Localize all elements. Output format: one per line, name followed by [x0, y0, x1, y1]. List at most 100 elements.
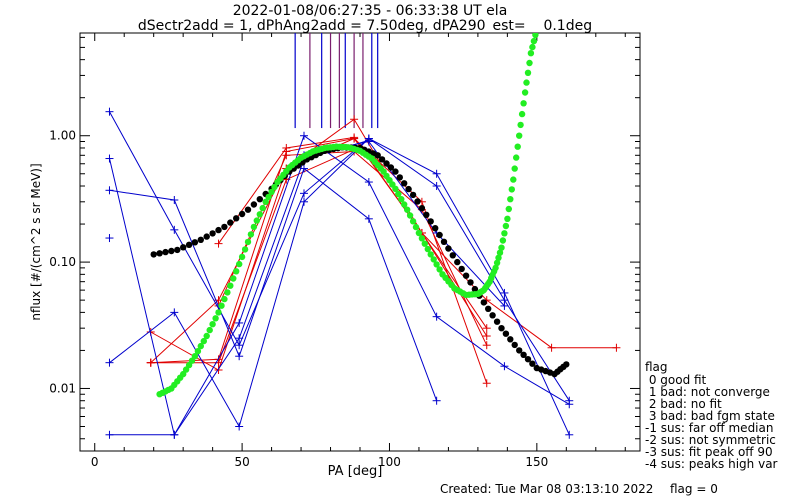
legend-item: -2 sus: not symmetric: [645, 433, 776, 447]
fit-black-point: [440, 238, 448, 245]
fit-black-point: [493, 318, 501, 325]
fit-curves-layer: [150, 33, 570, 398]
fit-black-point: [445, 245, 452, 252]
fit-green-point: [516, 132, 523, 139]
data-point-marker: [170, 308, 179, 317]
fit-black-point: [432, 225, 439, 232]
fit-green-point: [244, 238, 252, 246]
series-line: [303, 140, 505, 307]
fit-black-point: [418, 205, 426, 212]
chart-title-line1: 2022-01-08/06:27:35 - 06:33:38 UT ela: [233, 3, 508, 19]
x-tick-label: 50: [234, 455, 249, 469]
fit-black-point: [502, 330, 510, 337]
data-point-marker: [214, 366, 223, 374]
data-point-marker: [350, 115, 359, 124]
fit-green-point: [253, 217, 260, 224]
fit-green-point: [511, 165, 518, 172]
fit-green-point: [259, 204, 266, 212]
fit-black-point: [209, 230, 216, 237]
fit-black-point: [215, 226, 222, 234]
fit-black-point: [191, 239, 199, 246]
fit-green-point: [206, 326, 213, 334]
fit-black-point: [480, 299, 487, 306]
fit-black-point: [458, 265, 465, 273]
fit-black-point: [409, 191, 417, 199]
fit-green-point: [524, 69, 532, 77]
data-point-marker: [565, 430, 574, 439]
fit-black-point: [256, 196, 263, 203]
fit-black-point: [180, 244, 187, 251]
fit-black-point: [436, 231, 443, 239]
fit-black-point: [427, 218, 434, 225]
fit-green-point: [404, 206, 411, 213]
fit-green-point: [238, 253, 246, 261]
fit-black-point: [498, 325, 505, 332]
fit-black-point: [454, 258, 461, 266]
fit-green-point: [501, 230, 508, 237]
data-point-marker: [235, 352, 244, 361]
fit-green-point: [265, 193, 272, 201]
data-point-marker: [350, 133, 359, 142]
fit-black-point: [392, 168, 399, 175]
data-point-marker: [300, 164, 308, 173]
series-line: [150, 118, 488, 364]
y-axis-label: nflux [#/(cm^2 s sr MeV)]: [29, 163, 43, 320]
fit-black-point: [520, 351, 527, 358]
fit-green-point: [424, 245, 431, 253]
fit-green-point: [508, 186, 515, 193]
fit-green-point: [502, 222, 510, 230]
legend-item: 1 bad: not converge: [645, 385, 770, 399]
data-point-marker: [547, 343, 556, 352]
fit-green-point: [401, 201, 408, 208]
fit-green-point: [507, 196, 514, 203]
fit-green-point: [492, 264, 499, 272]
fit-black-point: [374, 152, 381, 159]
fit-green-point: [532, 33, 539, 39]
fit-black-point: [396, 174, 403, 181]
series-line: [109, 167, 438, 401]
fit-green-point: [521, 89, 529, 96]
chart-title-line2: dSectr2add = 1, dPhAng2add = 7.50deg, dP…: [138, 18, 592, 34]
fit-black-point: [387, 164, 395, 171]
fit-green-point: [250, 223, 258, 231]
fit-green-point: [517, 121, 524, 129]
fit-green-point: [510, 176, 517, 183]
flag-legend: flag 0 good fit 1 bad: not converge 2 ba…: [645, 360, 778, 471]
fit-black-point: [150, 251, 157, 258]
data-point-marker: [300, 131, 308, 140]
fit-green-point: [427, 251, 434, 258]
series-line: [109, 111, 570, 436]
fit-green-point: [200, 337, 207, 345]
fit-black-point: [203, 233, 210, 240]
fit-black-point: [383, 160, 390, 167]
data-point-marker: [105, 430, 114, 439]
data-point-marker: [105, 358, 114, 367]
series-line: [109, 137, 570, 428]
data-point-marker: [170, 196, 179, 205]
fit-green-point: [520, 100, 527, 107]
axes-layer: 0 50 100 150 0.01 0.10 1.00: [49, 33, 640, 469]
created-timestamp: Created: Tue Mar 08 03:13:10 2022: [440, 482, 653, 496]
fit-black-point: [414, 198, 421, 205]
data-point-marker: [500, 301, 509, 310]
data-point-marker: [300, 197, 308, 206]
fit-green-point: [227, 282, 234, 289]
fit-green-point: [191, 353, 199, 360]
series-layer: [105, 107, 621, 439]
fit-green-point: [256, 211, 263, 218]
fit-green-point: [209, 321, 216, 328]
data-point-marker: [364, 178, 373, 187]
data-point-marker: [432, 396, 441, 405]
fit-green-point: [221, 295, 228, 303]
fit-green-point: [495, 254, 502, 261]
fit-black-point: [233, 215, 240, 222]
fit-green-point: [530, 37, 538, 45]
fit-black-point: [507, 336, 514, 343]
plot-frame: [79, 32, 641, 452]
fit-black-point: [197, 236, 204, 243]
data-point-marker: [432, 169, 441, 178]
data-point-marker: [214, 239, 223, 248]
legend-title: flag: [645, 360, 668, 374]
fit-green-point: [395, 190, 402, 198]
data-point-marker: [105, 107, 114, 116]
